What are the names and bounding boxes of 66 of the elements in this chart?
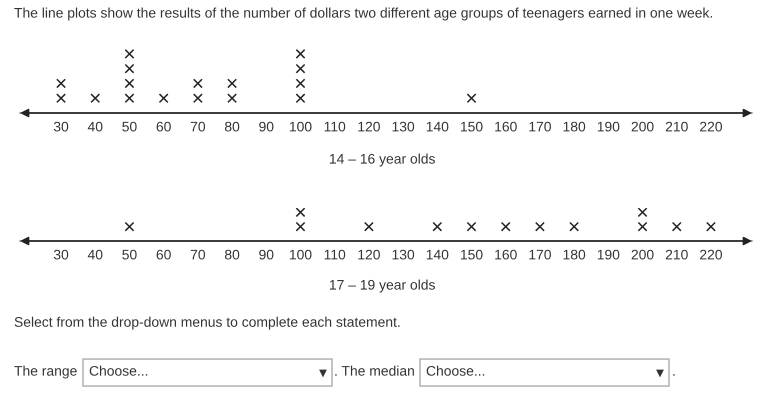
point — [192, 78, 203, 88]
x-tick-label: 200 — [632, 250, 654, 260]
x-tick-label: 190 — [598, 122, 620, 132]
point — [56, 93, 66, 104]
x-tick-label: 220 — [700, 122, 722, 132]
x-tick-label: 130 — [392, 250, 414, 260]
point — [158, 93, 169, 104]
x-tick-label: 210 — [666, 122, 688, 132]
x-axis-title: 17 – 19 year olds — [330, 280, 435, 292]
point — [296, 48, 306, 59]
x-tick-label: 110 — [324, 250, 346, 260]
point — [56, 78, 66, 88]
text: The range — [14, 366, 77, 379]
point — [296, 93, 306, 104]
x-tick-label: 60 — [156, 122, 171, 132]
point — [124, 48, 134, 59]
x-tick-label: 40 — [88, 122, 102, 132]
x-tick-label: 150 — [460, 122, 483, 132]
x-tick-label: 40 — [88, 250, 102, 260]
point — [466, 93, 476, 104]
x-tick-label: 180 — [564, 122, 586, 132]
x-tick-label: 160 — [495, 250, 517, 260]
x-tick-label: 70 — [190, 250, 206, 260]
point — [227, 93, 238, 104]
x-tick-label: 130 — [392, 122, 414, 132]
chart-title: The line plots show the results of the number of dollars two different age groups of teenagers earned in one week. — [14, 8, 712, 20]
x-tick-label: 140 — [426, 250, 448, 260]
x-tick-label: 160 — [495, 122, 517, 132]
x-tick-label: 90 — [259, 122, 274, 132]
point — [90, 93, 100, 104]
point — [296, 64, 306, 74]
x-tick-label: 210 — [666, 250, 688, 260]
point — [192, 93, 203, 104]
text: . The median — [335, 366, 414, 376]
text: Select from the drop-down menus to complete each statement. — [14, 316, 400, 330]
x-tick-label: 110 — [324, 122, 346, 132]
x-tick-label: 70 — [190, 122, 206, 132]
text: . — [673, 374, 675, 376]
x-tick-label: 50 — [122, 250, 137, 260]
x-tick-label: 220 — [700, 250, 722, 260]
x-tick-label: 170 — [529, 250, 551, 260]
point — [227, 78, 238, 88]
point — [296, 78, 306, 88]
x-tick-label: 100 — [290, 122, 312, 132]
x-tick-label: 100 — [290, 250, 312, 260]
x-tick-label: 120 — [358, 250, 380, 260]
point — [124, 64, 134, 74]
x-tick-label: 120 — [358, 122, 380, 132]
x-axis-title: 14 – 16 year olds — [330, 154, 435, 166]
x-tick-label: 60 — [156, 250, 171, 260]
text: Choose... — [426, 366, 484, 376]
x-tick-label: 80 — [224, 122, 240, 132]
text: Choose... — [90, 366, 148, 376]
x-tick-label: 50 — [122, 122, 137, 132]
point — [124, 78, 134, 88]
x-tick-label: 150 — [460, 250, 483, 260]
x-tick-label: 190 — [598, 250, 620, 260]
x-tick-label: 80 — [224, 250, 240, 260]
x-tick-label: 180 — [564, 250, 586, 260]
x-tick-label: 90 — [259, 250, 274, 260]
x-tick-label: 30 — [54, 250, 68, 260]
x-tick-label: 200 — [632, 122, 654, 132]
x-tick-label: 30 — [54, 122, 68, 132]
point — [124, 93, 134, 104]
x-tick-label: 170 — [529, 122, 551, 132]
x-tick-label: 140 — [426, 122, 448, 132]
